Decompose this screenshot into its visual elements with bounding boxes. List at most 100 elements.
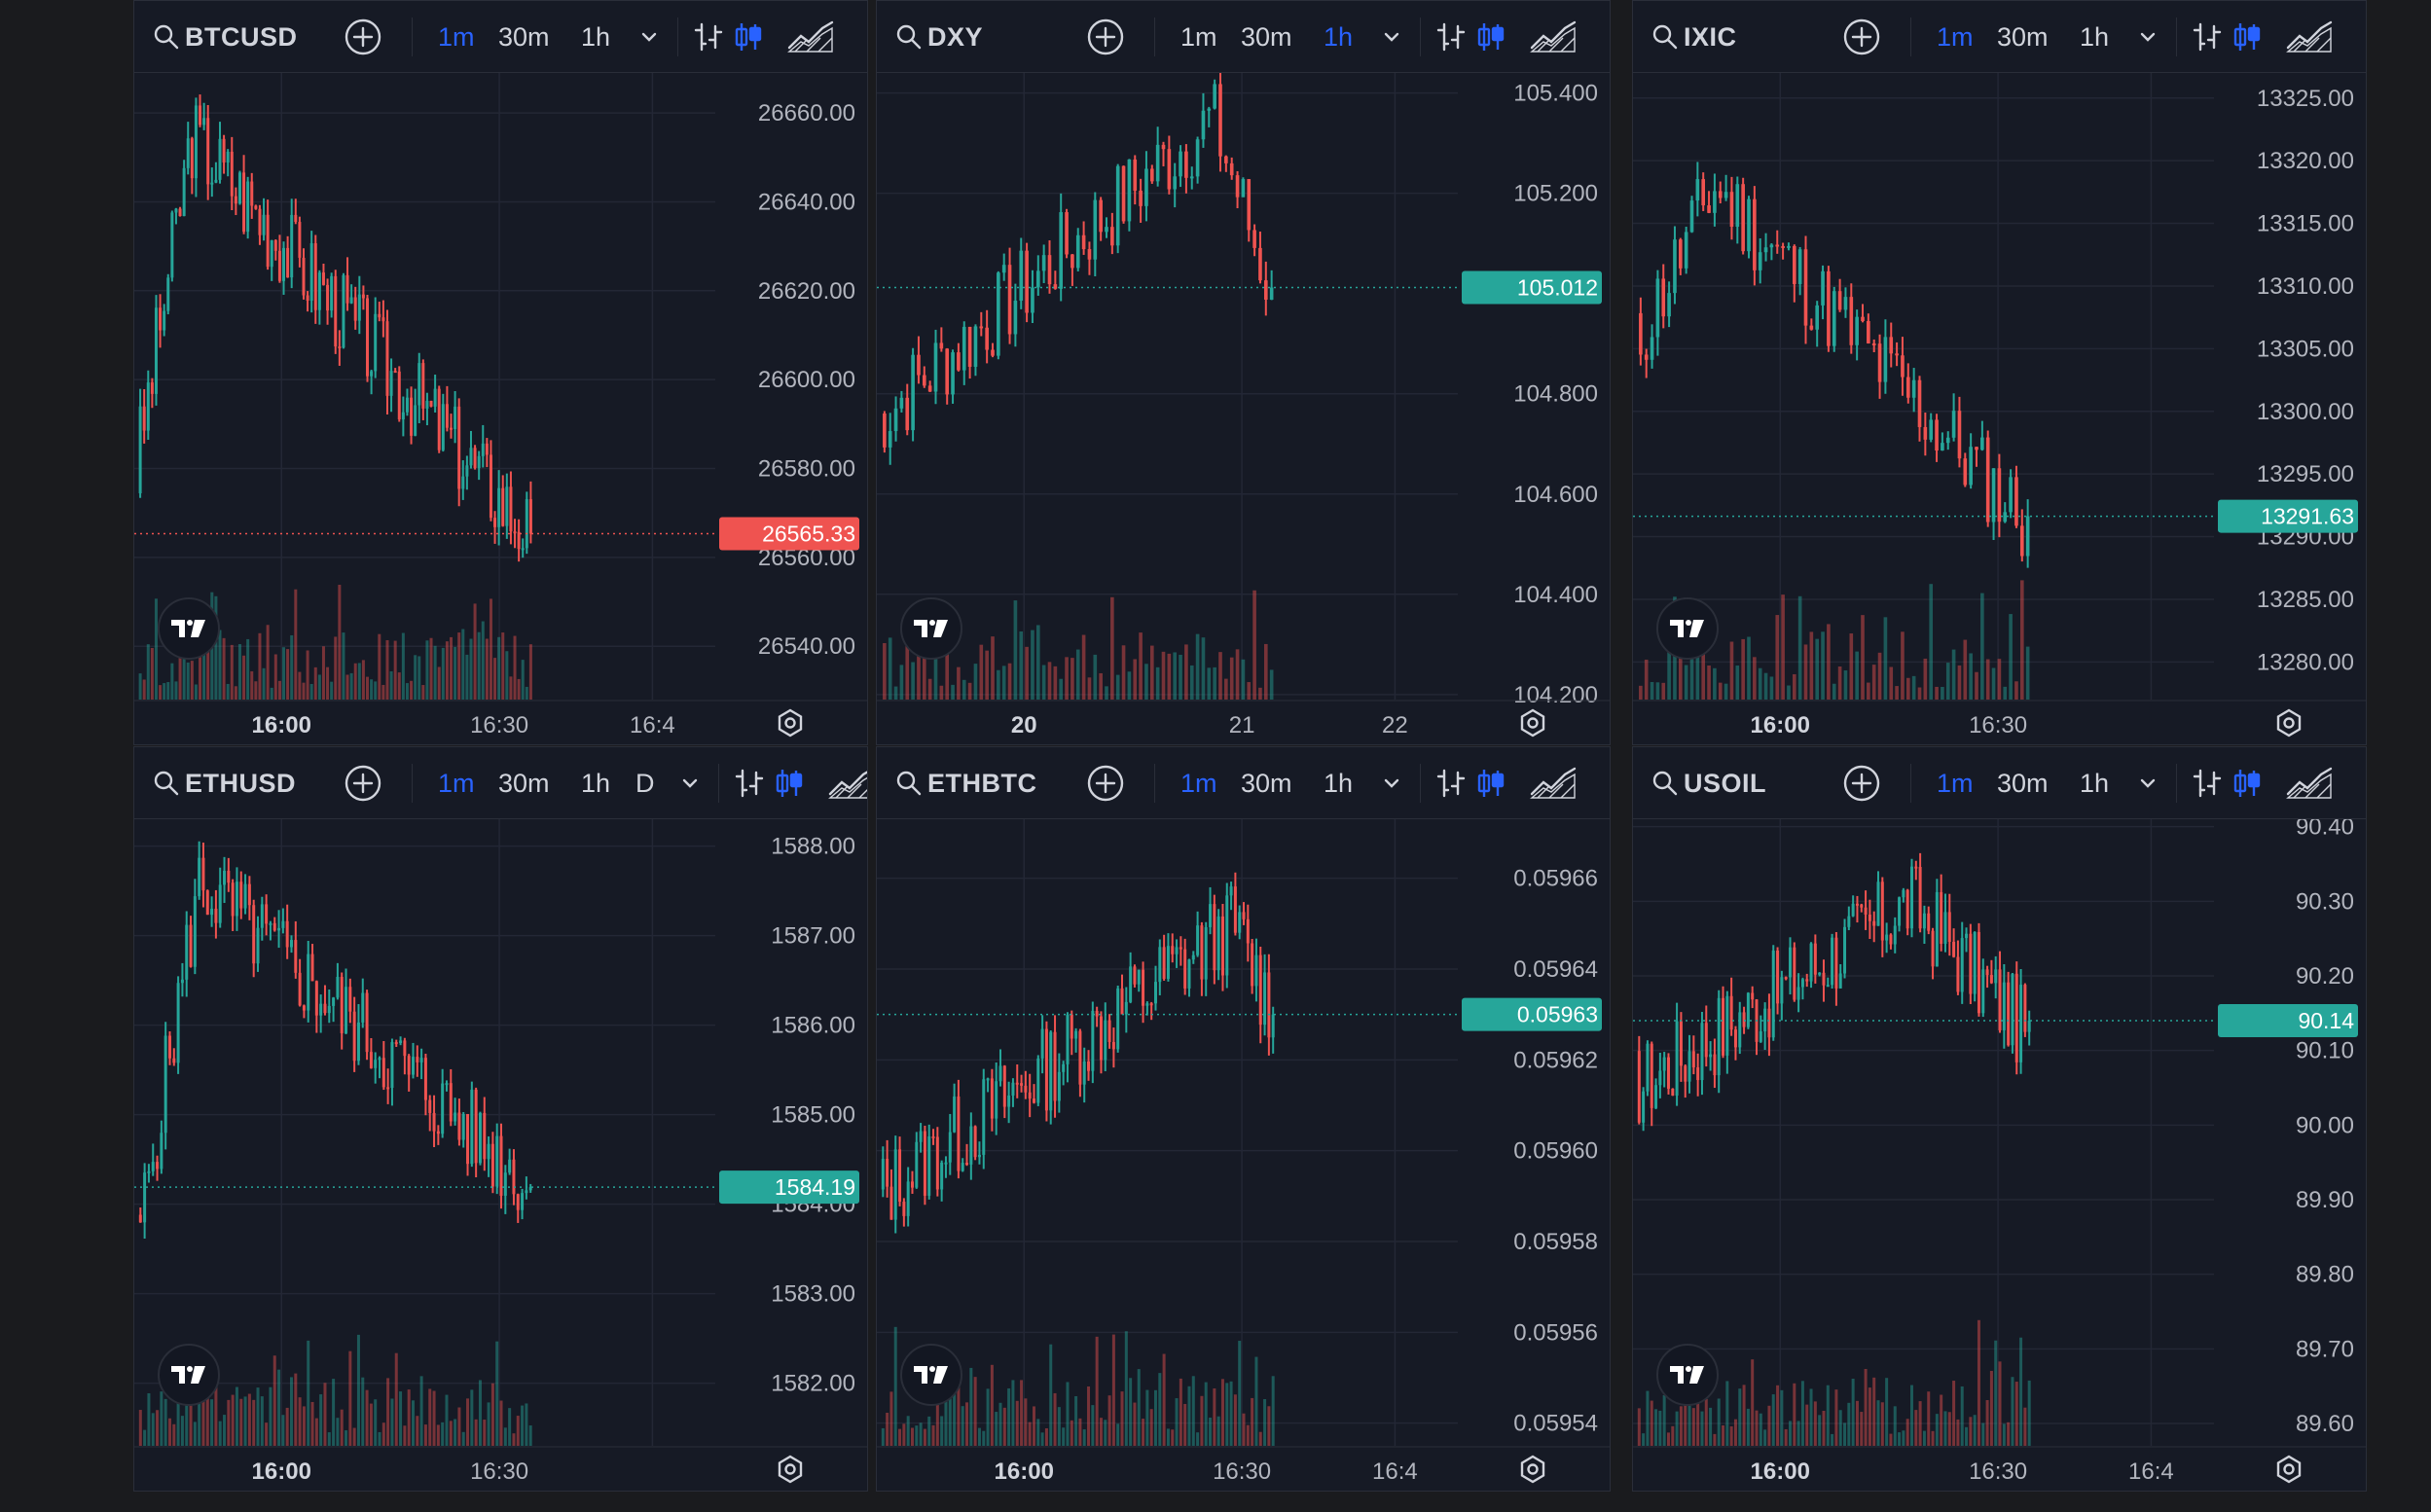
interval-button-1m[interactable]: 1m — [1937, 21, 1974, 52]
interval-button-30m[interactable]: 30m — [1997, 768, 2049, 798]
chart-settings-button[interactable] — [2273, 1452, 2304, 1487]
area-style-button[interactable] — [828, 747, 867, 819]
interval-button-1m[interactable]: 1m — [438, 768, 475, 798]
candle — [1985, 430, 1990, 527]
price-axis-label: 1587.00 — [771, 923, 855, 950]
candle — [366, 295, 370, 382]
candle — [1235, 170, 1240, 208]
area-style-button[interactable] — [2286, 1, 2333, 73]
interval-button-30m[interactable]: 30m — [1241, 21, 1292, 52]
volume-bar — [2025, 646, 2030, 700]
candle — [167, 1030, 171, 1065]
candle — [1940, 874, 1943, 952]
price-axis-label: 90.00 — [2296, 1112, 2354, 1138]
candle — [237, 170, 241, 205]
candle — [883, 411, 887, 453]
chart-settings-button[interactable] — [1517, 705, 1548, 740]
price-axis-label: 89.70 — [2296, 1336, 2354, 1362]
time-axis-label: 16:30 — [1969, 1458, 2027, 1485]
volume-bar — [998, 1402, 1002, 1446]
symbol-search-button[interactable]: DXY — [894, 1, 983, 73]
tradingview-logo[interactable] — [158, 597, 220, 660]
volume-bar — [1167, 653, 1172, 700]
toolbar-divider — [1420, 764, 1421, 803]
candles-style-button[interactable] — [731, 1, 764, 73]
interval-button-1m[interactable]: 1m — [1180, 21, 1217, 52]
candles-style-button[interactable] — [2230, 747, 2263, 819]
interval-button-1h[interactable]: 1h — [2080, 768, 2110, 798]
area-style-button[interactable] — [1530, 1, 1577, 73]
area-style-button[interactable] — [2286, 747, 2333, 819]
candle — [189, 916, 193, 968]
candles-style-button[interactable] — [772, 747, 805, 819]
area-style-button[interactable] — [1530, 747, 1577, 819]
symbol-search-button[interactable]: USOIL — [1651, 747, 1766, 819]
time-axis-label: 21 — [1229, 712, 1255, 738]
candle — [218, 122, 222, 184]
symbol-search-button[interactable]: ETHBTC — [894, 747, 1037, 819]
candles-style-button[interactable] — [1473, 747, 1506, 819]
symbol-search-button[interactable]: ETHUSD — [152, 747, 296, 819]
volume-bar — [933, 636, 938, 700]
interval-dropdown-button[interactable] — [679, 747, 701, 819]
interval-dropdown-button[interactable] — [1381, 747, 1402, 819]
compare-symbol-button[interactable] — [344, 1, 382, 73]
tradingview-logo[interactable] — [1656, 1344, 1719, 1406]
interval-button-1m[interactable]: 1m — [1937, 768, 1974, 798]
interval-button-30m[interactable]: 30m — [498, 21, 550, 52]
area-style-button[interactable] — [787, 1, 834, 73]
volume-bar — [525, 1403, 528, 1446]
bar-style-button[interactable] — [733, 747, 766, 819]
compare-symbol-button[interactable] — [1842, 1, 1881, 73]
symbol-search-button[interactable]: BTCUSD — [152, 1, 298, 73]
candle — [1860, 903, 1864, 913]
bar-style-button[interactable] — [692, 1, 725, 73]
chart-settings-button[interactable] — [2273, 705, 2304, 740]
candles-style-button[interactable] — [1473, 1, 1506, 73]
candle — [474, 1087, 478, 1178]
interval-button-30m[interactable]: 30m — [1997, 21, 2049, 52]
bar-style-button[interactable] — [1434, 1, 1468, 73]
volume-series — [881, 1326, 1275, 1446]
compare-symbol-button[interactable] — [344, 747, 382, 819]
tradingview-logo[interactable] — [900, 597, 962, 660]
candle — [166, 273, 170, 315]
bar-style-button[interactable] — [2191, 747, 2224, 819]
volume-series — [1637, 1319, 2031, 1446]
bar-style-button[interactable] — [1434, 747, 1468, 819]
volume-bar — [374, 681, 378, 700]
interval-button-d[interactable]: D — [635, 768, 655, 798]
interval-button-1m[interactable]: 1m — [1180, 768, 1217, 798]
chart-settings-button[interactable] — [1517, 1452, 1548, 1487]
candle — [246, 176, 250, 239]
compare-symbol-button[interactable] — [1086, 1, 1125, 73]
interval-button-30m[interactable]: 30m — [1241, 768, 1292, 798]
interval-button-30m[interactable]: 30m — [498, 768, 550, 798]
interval-dropdown-button[interactable] — [1381, 1, 1402, 73]
price-axis: 1588.001587.001586.001585.001584.001583.… — [771, 834, 855, 1397]
interval-button-1h[interactable]: 1h — [1324, 21, 1354, 52]
tradingview-logo[interactable] — [900, 1344, 962, 1406]
compare-symbol-button[interactable] — [1086, 747, 1125, 819]
interval-button-1h[interactable]: 1h — [581, 768, 611, 798]
candle — [1187, 958, 1191, 997]
tradingview-logo[interactable] — [1656, 597, 1719, 660]
bar-style-button[interactable] — [2191, 1, 2224, 73]
tradingview-logo[interactable] — [158, 1344, 220, 1406]
current-price-label: 1584.19 — [775, 1174, 855, 1200]
volume-bar — [1980, 593, 1984, 700]
interval-button-1h[interactable]: 1h — [1324, 768, 1354, 798]
interval-button-1h[interactable]: 1h — [581, 21, 611, 52]
interval-dropdown-button[interactable] — [2137, 1, 2159, 73]
compare-symbol-button[interactable] — [1842, 747, 1881, 819]
candles-style-button[interactable] — [2230, 1, 2263, 73]
interval-button-1h[interactable]: 1h — [2080, 21, 2110, 52]
symbol-search-button[interactable]: IXIC — [1651, 1, 1737, 73]
volume-bar — [1883, 617, 1888, 700]
interval-dropdown-button[interactable] — [638, 1, 660, 73]
volume-bar — [282, 647, 286, 700]
interval-button-1m[interactable]: 1m — [438, 21, 475, 52]
chart-settings-button[interactable] — [775, 1452, 806, 1487]
chart-settings-button[interactable] — [775, 705, 806, 740]
interval-dropdown-button[interactable] — [2137, 747, 2159, 819]
